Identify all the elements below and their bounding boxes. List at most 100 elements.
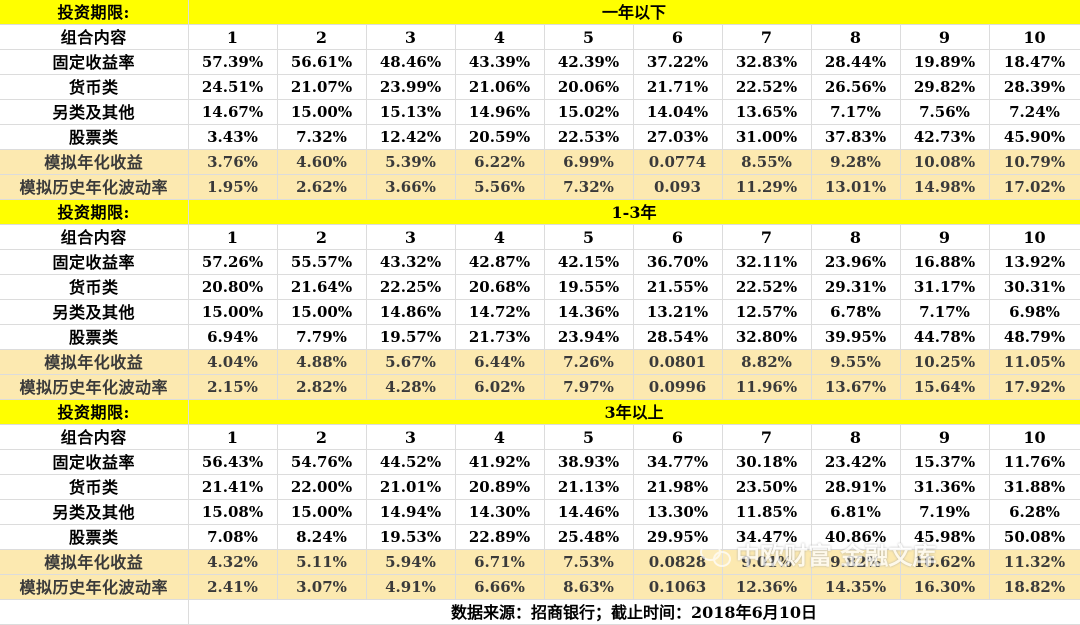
simulation-row: 模拟年化收益 3.76% 4.60% 5.39% 6.22% 6.99% 0.0774 8.5…: [0, 149, 1080, 175]
allocation-value: 22.89%: [455, 524, 545, 550]
portfolio-number: 10: [989, 224, 1080, 250]
allocation-value: 32.83%: [722, 49, 812, 75]
allocation-value: 48.79%: [989, 324, 1080, 350]
row-label: 组合内容: [0, 24, 189, 50]
simulation-value: 4.32%: [188, 549, 278, 575]
allocation-value: 6.81%: [811, 499, 901, 525]
allocation-row: 股票类 3.43% 7.32% 12.42% 20.59% 22.53% 27.03% 31.…: [0, 124, 1080, 150]
row-label: 另类及其他: [0, 499, 189, 525]
portfolio-number: 2: [277, 424, 367, 450]
allocation-value: 28.39%: [989, 74, 1080, 100]
simulation-value: 17.92%: [989, 374, 1080, 400]
allocation-value: 45.90%: [989, 124, 1080, 150]
portfolio-number: 10: [989, 424, 1080, 450]
allocation-value: 19.57%: [366, 324, 456, 350]
simulation-value: 3.76%: [188, 149, 278, 175]
simulation-value: 8.82%: [722, 349, 812, 375]
allocation-value: 41.92%: [455, 449, 545, 475]
simulation-value: 4.28%: [366, 374, 456, 400]
row-label: 组合内容: [0, 224, 189, 250]
row-label: 模拟历史年化波动率: [0, 374, 189, 400]
allocation-value: 14.36%: [544, 299, 634, 325]
simulation-value: 9.28%: [811, 149, 901, 175]
allocation-value: 15.00%: [277, 99, 367, 125]
allocation-value: 21.98%: [633, 474, 723, 500]
allocation-value: 7.32%: [277, 124, 367, 150]
simulation-value: 5.11%: [277, 549, 367, 575]
allocation-value: 7.56%: [900, 99, 990, 125]
allocation-value: 42.87%: [455, 249, 545, 275]
allocation-value: 14.86%: [366, 299, 456, 325]
simulation-value: 5.39%: [366, 149, 456, 175]
allocation-value: 11.76%: [989, 449, 1080, 475]
allocation-value: 13.65%: [722, 99, 812, 125]
allocation-value: 39.95%: [811, 324, 901, 350]
allocation-value: 56.43%: [188, 449, 278, 475]
simulation-value: 11.29%: [722, 174, 812, 200]
simulation-value: 0.0996: [633, 374, 723, 400]
period-band-row: 投资期限: 3年以上: [0, 399, 1080, 425]
portfolio-number: 7: [722, 224, 812, 250]
row-label: 另类及其他: [0, 299, 189, 325]
allocation-value: 22.52%: [722, 74, 812, 100]
allocation-value: 25.48%: [544, 524, 634, 550]
row-label: 模拟历史年化波动率: [0, 574, 189, 600]
allocation-value: 23.99%: [366, 74, 456, 100]
simulation-value: 0.0828: [633, 549, 723, 575]
allocation-value: 14.04%: [633, 99, 723, 125]
period-label: 投资期限:: [0, 0, 189, 25]
simulation-row: 模拟历史年化波动率 1.95% 2.62% 3.66% 5.56% 7.32% 0.093 1…: [0, 174, 1080, 200]
allocation-value: 7.08%: [188, 524, 278, 550]
simulation-value: 1.95%: [188, 174, 278, 200]
simulation-value: 3.66%: [366, 174, 456, 200]
allocation-value: 29.31%: [811, 274, 901, 300]
simulation-value: 17.02%: [989, 174, 1080, 200]
allocation-value: 19.89%: [900, 49, 990, 75]
period-band-row: 投资期限: 1-3年: [0, 199, 1080, 225]
portfolio-number: 3: [366, 224, 456, 250]
portfolio-number: 8: [811, 224, 901, 250]
allocation-value: 7.24%: [989, 99, 1080, 125]
allocation-value: 42.73%: [900, 124, 990, 150]
row-label: 模拟年化收益: [0, 549, 189, 575]
allocation-value: 31.36%: [900, 474, 990, 500]
row-label: 另类及其他: [0, 99, 189, 125]
allocation-value: 30.31%: [989, 274, 1080, 300]
simulation-value: 13.01%: [811, 174, 901, 200]
simulation-value: 6.44%: [455, 349, 545, 375]
simulation-value: 10.62%: [900, 549, 990, 575]
portfolio-number: 7: [722, 424, 812, 450]
simulation-value: 3.07%: [277, 574, 367, 600]
simulation-row: 模拟年化收益 4.32% 5.11% 5.94% 6.71% 7.53% 0.0828 9.0…: [0, 549, 1080, 575]
allocation-value: 23.94%: [544, 324, 634, 350]
portfolio-header-row: 组合内容 1 2 3 4 5 6 7 8 9 10: [0, 24, 1080, 50]
allocation-value: 6.28%: [989, 499, 1080, 525]
allocation-value: 6.98%: [989, 299, 1080, 325]
simulation-value: 14.35%: [811, 574, 901, 600]
simulation-value: 9.01%: [722, 549, 812, 575]
allocation-value: 20.68%: [455, 274, 545, 300]
allocation-value: 34.77%: [633, 449, 723, 475]
allocation-value: 29.95%: [633, 524, 723, 550]
allocation-value: 15.08%: [188, 499, 278, 525]
allocation-value: 15.02%: [544, 99, 634, 125]
portfolio-number: 1: [188, 224, 278, 250]
portfolio-number: 8: [811, 24, 901, 50]
allocation-value: 22.52%: [722, 274, 812, 300]
source-row: 数据来源：招商银行；截止时间：2018年6月10日: [0, 599, 1080, 625]
allocation-row: 货币类 24.51% 21.07% 23.99% 21.06% 20.06% 21.71% 2…: [0, 74, 1080, 100]
allocation-value: 15.00%: [277, 299, 367, 325]
allocation-value: 44.78%: [900, 324, 990, 350]
allocation-value: 13.30%: [633, 499, 723, 525]
allocation-value: 21.13%: [544, 474, 634, 500]
simulation-value: 7.53%: [544, 549, 634, 575]
allocation-row: 另类及其他 14.67% 15.00% 15.13% 14.96% 15.02% 14.04…: [0, 99, 1080, 125]
simulation-value: 4.91%: [366, 574, 456, 600]
allocation-value: 55.57%: [277, 249, 367, 275]
period-value: 一年以下: [188, 0, 1080, 25]
row-label: 模拟年化收益: [0, 149, 189, 175]
allocation-value: 21.64%: [277, 274, 367, 300]
allocation-value: 50.08%: [989, 524, 1080, 550]
allocation-value: 20.80%: [188, 274, 278, 300]
allocation-value: 15.37%: [900, 449, 990, 475]
